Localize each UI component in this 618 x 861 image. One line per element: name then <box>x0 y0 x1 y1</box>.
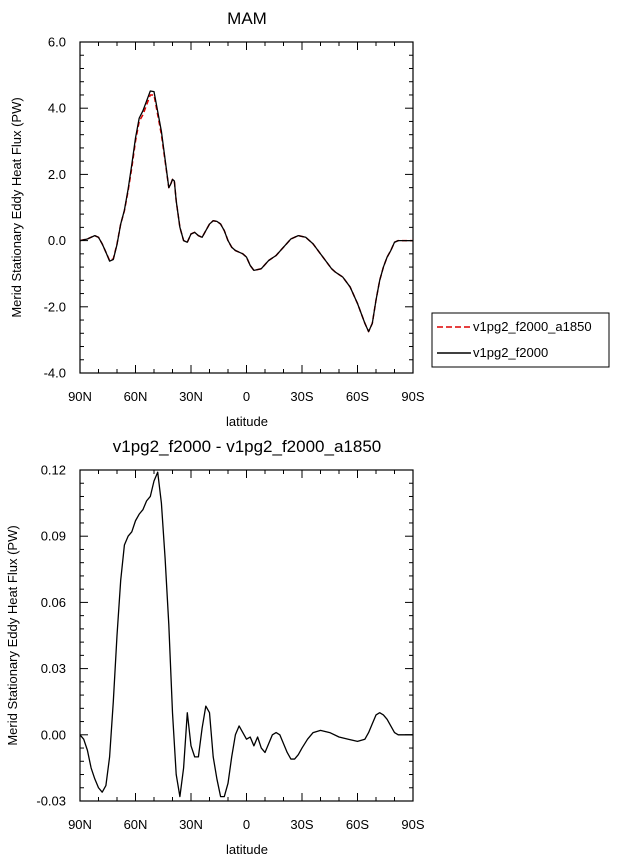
bottom-y-tick-label: -0.03 <box>36 794 66 809</box>
legend-label-f2000: v1pg2_f2000 <box>473 345 548 360</box>
legend-label-a1850: v1pg2_f2000_a1850 <box>473 319 592 334</box>
bottom-y-tick-label: 0.03 <box>41 661 66 676</box>
bottom-plot-frame <box>79 469 414 802</box>
bottom-y-tick-label: 0.12 <box>41 463 66 478</box>
top-x-tick-label: 90S <box>401 389 424 404</box>
bottom-x-tick-label: 30S <box>290 817 313 832</box>
bottom-y-tick-label: 0.00 <box>41 727 66 742</box>
bottom-x-tick-label: 60S <box>346 817 369 832</box>
bottom-x-axis-label: latitude <box>226 842 268 857</box>
top-y-tick-label: -4.0 <box>44 366 66 381</box>
top-y-tick-label: 6.0 <box>48 35 66 50</box>
top-y-tick-label: 4.0 <box>48 101 66 116</box>
legend-box <box>431 312 610 368</box>
bottom-x-tick-label: 90S <box>401 817 424 832</box>
top-chart-title: MAM <box>227 9 267 28</box>
bottom-x-tick-label: 60N <box>124 817 148 832</box>
top-x-tick-label: 60N <box>124 389 148 404</box>
top-plot-frame <box>79 41 414 374</box>
top-y-axis-label: Merid Stationary Eddy Heat Flux (PW) <box>9 97 24 317</box>
bottom-x-tick-label: 90N <box>68 817 92 832</box>
top-y-tick-label: 2.0 <box>48 167 66 182</box>
bottom-x-tick-label: 30N <box>179 817 203 832</box>
bottom-y-tick-label: 0.09 <box>41 529 66 544</box>
bottom-x-tick-label: 0 <box>243 817 250 832</box>
bottom-y-axis-label: Merid Stationary Eddy Heat Flux (PW) <box>5 525 20 745</box>
top-series-line-0 <box>79 94 413 333</box>
top-x-tick-label: 30S <box>290 389 313 404</box>
bottom-series-line-0 <box>79 471 413 798</box>
top-x-tick-label: 60S <box>346 389 369 404</box>
top-y-tick-label: 0.0 <box>48 233 66 248</box>
top-x-tick-label: 0 <box>243 389 250 404</box>
legend: v1pg2_f2000_a1850 v1pg2_f2000 <box>431 312 610 368</box>
bottom-panel: v1pg2_f2000 - v1pg2_f2000_a1850 90N 60N 30… <box>5 437 425 857</box>
top-y-tick-label: -2.0 <box>44 299 66 314</box>
bottom-chart-title: v1pg2_f2000 - v1pg2_f2000_a1850 <box>113 437 381 456</box>
top-x-tick-label: 30N <box>179 389 203 404</box>
top-x-axis-label: latitude <box>226 414 268 429</box>
top-panel: MAM 90N 60N 30N 0 30S 60S 90S 6.0 4.0 2.0 0.0 -2.0 -… <box>9 9 610 429</box>
top-x-tick-label: 90N <box>68 389 92 404</box>
bottom-y-tick-label: 0.06 <box>41 595 66 610</box>
top-series-line-1 <box>79 90 413 333</box>
